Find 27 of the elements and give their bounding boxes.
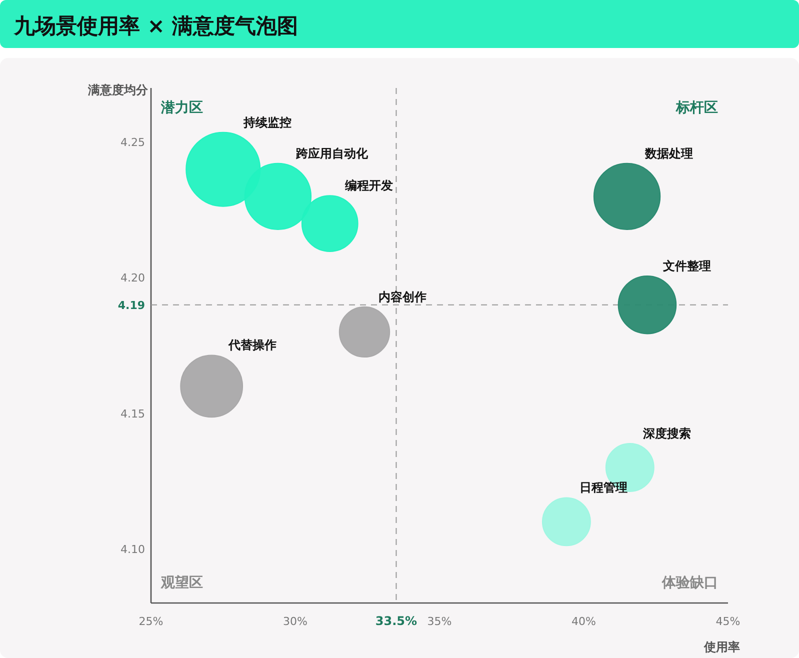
series-label: 持续监控 — [242, 115, 292, 130]
y-axis-title: 满意度均分 — [87, 83, 149, 97]
ref-line-label: 33.5% — [375, 614, 418, 628]
series-label: 数据处理 — [644, 146, 694, 160]
x-tick-label: 25% — [138, 615, 164, 628]
x-tick-label: 45% — [716, 615, 740, 628]
x-axis-title: 使用率 — [703, 640, 740, 654]
x-tick-label: 35% — [427, 615, 452, 628]
y-tick-label: 4.15 — [120, 407, 145, 420]
annotation: 体验缺口 — [661, 575, 718, 591]
annotation: 标杆区 — [675, 100, 718, 116]
series-label: 日程管理 — [580, 480, 628, 495]
series-label: 跨应用自动化 — [295, 146, 370, 160]
ref-line-label: 4.19 — [118, 298, 145, 312]
series-label: 编程开发 — [344, 178, 394, 193]
x-tick-label: 40% — [572, 615, 596, 628]
y-tick-label: 4.20 — [120, 272, 145, 285]
series-label: 深度搜索 — [642, 426, 692, 440]
chart-title: 九场景使用率 × 满意度气泡图 — [13, 14, 298, 38]
annotation: 潜力区 — [160, 100, 203, 116]
series-label: 代替操作 — [228, 338, 277, 352]
y-tick-label: 4.10 — [120, 542, 145, 556]
series-label: 文件整理 — [662, 258, 712, 273]
annotation: 观望区 — [160, 574, 203, 591]
y-tick-label: 4.25 — [120, 136, 145, 150]
x-tick-label: 30% — [283, 615, 308, 628]
series-label: 内容创作 — [378, 290, 426, 304]
